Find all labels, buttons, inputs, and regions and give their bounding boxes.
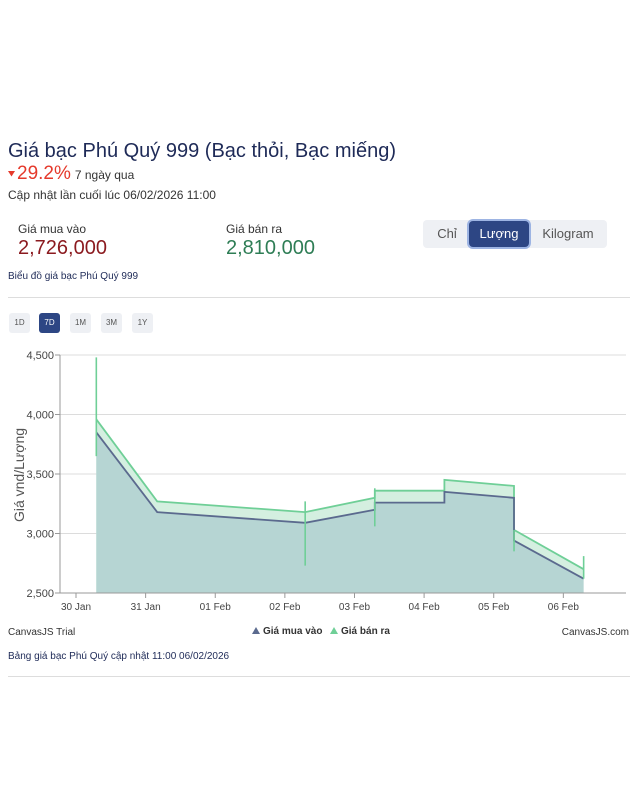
legend-marker-sell (330, 627, 338, 634)
y-tick-label: 2,500 (26, 588, 54, 600)
buy-price-label: Giá mua vào (18, 222, 87, 236)
canvasjs-trial-label: CanvasJS Trial (8, 627, 75, 638)
x-tick-label: 02 Feb (269, 602, 301, 613)
y-tick-label: 4,000 (26, 410, 54, 422)
legend-marker-buy (252, 627, 260, 634)
range-button-3m[interactable]: 3M (101, 313, 122, 333)
x-tick-label: 06 Feb (548, 602, 580, 613)
y-axis-title: Giá vnd/Lượng (11, 428, 27, 522)
page-title: Giá bạc Phú Quý 999 (Bạc thỏi, Bạc miếng… (8, 140, 396, 162)
canvasjs-credit[interactable]: CanvasJS.com (562, 627, 629, 638)
x-tick-label: 03 Feb (339, 602, 371, 613)
price-chart: 2,500 3,000 3,500 4,000 4,500 30 Jan 31 Jan 01 … (8, 350, 629, 638)
range-button-1m[interactable]: 1M (70, 313, 91, 333)
x-tick-label: 30 Jan (61, 602, 91, 613)
legend-label-sell[interactable]: Giá bán ra (341, 626, 390, 637)
divider (8, 676, 630, 677)
divider (8, 297, 630, 298)
range-button-1y[interactable]: 1Y (132, 313, 153, 333)
unit-button-chi[interactable]: Chỉ (437, 226, 457, 241)
table-caption: Bảng giá bạc Phú Quý cập nhật 11:00 06/0… (8, 651, 230, 662)
price-change: 29.2% 7 ngày qua (8, 163, 134, 185)
buy-series-line (95, 431, 585, 580)
y-tick-label: 4,500 (26, 350, 54, 362)
sell-price-label: Giá bán ra (226, 222, 283, 236)
buy-area (96, 432, 584, 593)
unit-button-luong[interactable]: Lượng (469, 221, 529, 247)
x-tick-label: 01 Feb (200, 602, 232, 613)
range-button-1d[interactable]: 1D (9, 313, 30, 333)
y-tick-label: 3,500 (26, 469, 54, 481)
change-percent: 29.2% (17, 163, 71, 184)
legend-label-buy[interactable]: Giá mua vào (263, 626, 322, 637)
x-tick-label: 05 Feb (478, 602, 510, 613)
x-tick-label: 31 Jan (131, 602, 161, 613)
change-period: 7 ngày qua (74, 168, 135, 182)
y-tick-label: 3,000 (26, 529, 54, 541)
legend: Giá mua vào Giá bán ra (252, 626, 390, 637)
sell-price-value: 2,810,000 (226, 237, 315, 259)
unit-button-kilogram[interactable]: Kilogram (542, 226, 594, 241)
unit-selector: Chỉ Lượng Kilogram (423, 220, 607, 248)
range-button-7d[interactable]: 7D (39, 313, 60, 333)
x-tick-label: 04 Feb (409, 602, 441, 613)
last-updated: Cập nhật lần cuối lúc 06/02/2026 11:00 (8, 188, 216, 202)
down-arrow-icon (8, 171, 15, 177)
buy-price-value: 2,726,000 (18, 237, 107, 259)
chart-caption: Biểu đồ giá bạc Phú Quý 999 (8, 271, 139, 282)
